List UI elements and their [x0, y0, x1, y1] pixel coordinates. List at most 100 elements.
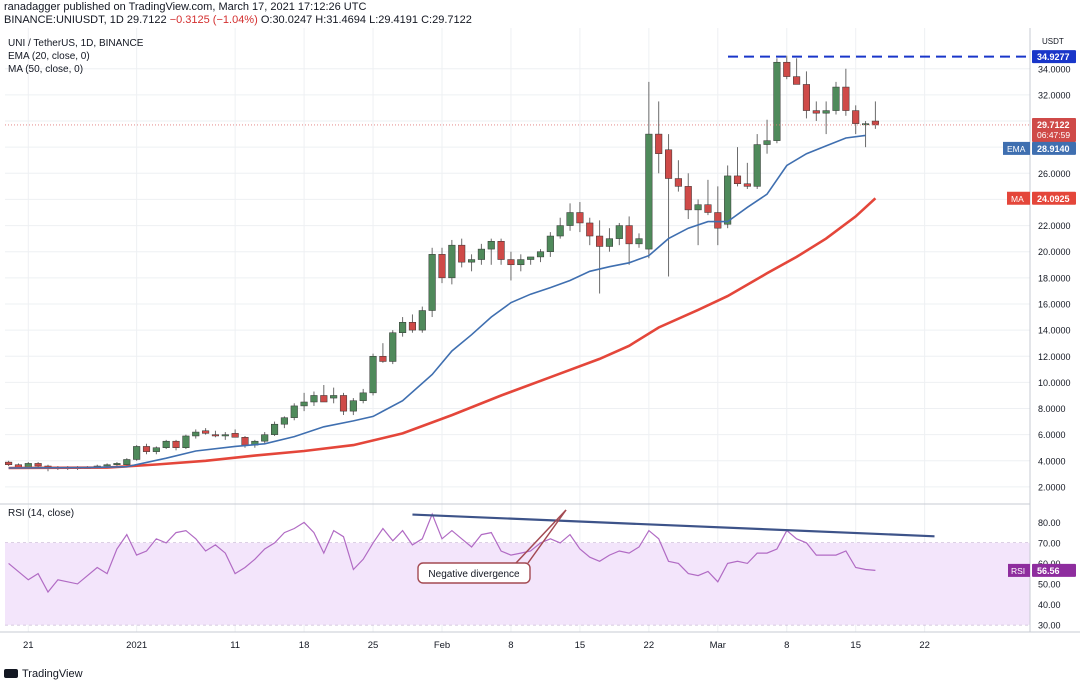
ema-name-tag: EMA — [1007, 144, 1026, 154]
candle-down — [596, 235, 604, 247]
price-tick-label: 14.0000 — [1038, 326, 1071, 336]
candle-up — [527, 256, 535, 260]
candle-up — [162, 440, 170, 448]
price-tick-label: 32.0000 — [1038, 90, 1071, 100]
price-tick-label: 18.0000 — [1038, 273, 1071, 283]
price-tick-label: 22.0000 — [1038, 221, 1071, 231]
time-tick-label: 15 — [850, 640, 861, 651]
candle-down — [665, 149, 673, 179]
tradingview-icon — [4, 669, 18, 678]
time-tick-label: 15 — [575, 640, 586, 651]
price-tag-bg — [1032, 117, 1076, 142]
candle-down — [231, 433, 239, 438]
candle-down — [704, 204, 712, 213]
ema-value-tag: 28.9140 — [1037, 144, 1070, 154]
candle-up — [389, 332, 397, 362]
candle-down — [733, 175, 742, 184]
time-tick-label: 22 — [644, 640, 655, 651]
rsi-tick-label: 30.00 — [1038, 620, 1061, 630]
time-tick-label: Feb — [434, 640, 450, 651]
candle-down — [714, 212, 722, 229]
candle-down — [586, 222, 594, 237]
rsi-tick-label: 60.00 — [1038, 559, 1061, 569]
time-tick-label: 8 — [508, 640, 513, 651]
candle-down — [507, 259, 515, 266]
candle-up — [182, 435, 190, 448]
close-value: C:29.7122 — [421, 14, 472, 26]
time-tick-label: 25 — [368, 640, 379, 651]
ema-value-tag-bg — [1032, 141, 1076, 155]
candle-up — [615, 225, 623, 239]
grid — [5, 28, 1030, 632]
countdown-tag: 06:47:59 — [1037, 130, 1070, 140]
candle-up — [448, 244, 456, 279]
ema20-line — [8, 134, 866, 469]
ma-name-tag: MA — [1011, 194, 1024, 204]
price-chart[interactable]: 2.0000 4.0000 6.0000 8.0000 10.0000 12.0000 14… — [0, 28, 1080, 656]
candle-up — [635, 238, 643, 245]
candle-up — [271, 423, 279, 435]
candle-down — [871, 120, 879, 126]
candle-up — [418, 310, 426, 331]
price-tick-label: 2.0000 — [1038, 482, 1066, 492]
price-tick-label: 26.0000 — [1038, 169, 1071, 179]
last-price: 29.7122 — [126, 14, 167, 26]
rsi-tick-label: 40.00 — [1038, 600, 1061, 610]
candle-up — [103, 464, 111, 467]
candle-up — [763, 140, 771, 145]
time-tick-label: 18 — [299, 640, 310, 651]
price-tick-label: 4.0000 — [1038, 456, 1066, 466]
rsi-tick-label: 50.00 — [1038, 579, 1061, 589]
candle-up — [536, 251, 545, 258]
ma-legend: MA (50, close, 0) — [8, 64, 84, 75]
rsi-name-tag: RSI — [1011, 566, 1025, 576]
ema-name-tag-bg — [1003, 141, 1030, 155]
symbol-label: BINANCE:UNIUSDT, 1D — [4, 14, 124, 26]
candle-up — [280, 417, 288, 425]
candle-up — [753, 144, 761, 187]
time-tick-label: 2021 — [126, 640, 147, 651]
price-tick-label: 6.0000 — [1038, 430, 1066, 440]
candle-up — [645, 133, 653, 250]
candle-up — [694, 204, 702, 211]
price-tick-label: 20.0000 — [1038, 247, 1071, 257]
divergence-annotation: Negative divergence — [417, 509, 567, 584]
publish-info: ranadagger published on TradingView.com,… — [4, 1, 367, 13]
candle-up — [261, 434, 269, 442]
candle-down — [743, 183, 751, 187]
candle-up — [349, 400, 357, 412]
candle-up — [133, 446, 141, 460]
candle-up — [605, 238, 614, 247]
candle-down — [802, 84, 811, 111]
time-tick-label: 21 — [23, 640, 34, 651]
price-tick-label: 8.0000 — [1038, 404, 1066, 414]
candle-down — [793, 76, 801, 85]
annotation-box — [417, 562, 531, 584]
candle-up — [152, 447, 160, 452]
tradingview-logo: TradingView — [4, 668, 83, 680]
symbol-info: BINANCE:UNIUSDT, 1D 29.7122 −0.3125 (−1.… — [4, 14, 472, 26]
resistance-tag: 34.9277 — [1037, 52, 1070, 62]
candle-up — [369, 356, 377, 394]
high-value: H:31.4694 — [315, 14, 367, 26]
time-tick-label: 11 — [230, 640, 240, 651]
candle-down — [408, 322, 416, 331]
candle-down — [783, 61, 791, 77]
candle-up — [330, 395, 338, 399]
candle-down — [458, 244, 466, 263]
rsi-tick-label: 80.00 — [1038, 518, 1061, 528]
time-tick-label: 8 — [784, 640, 789, 651]
candle-down — [438, 254, 446, 279]
price-tag: 29.7122 — [1037, 120, 1070, 130]
candle-up — [300, 401, 308, 407]
divergence-trendline — [412, 513, 935, 538]
candle-down — [842, 86, 850, 111]
candle-up — [468, 259, 476, 263]
candle-up — [862, 123, 870, 126]
candle-down — [852, 110, 860, 124]
time-tick-label: Mar — [710, 640, 726, 651]
candle-up — [359, 392, 367, 401]
rsi-name-tag-bg — [1008, 563, 1030, 577]
rsi-value-tag: 56.56 — [1037, 566, 1060, 576]
ma50-line — [8, 197, 877, 470]
